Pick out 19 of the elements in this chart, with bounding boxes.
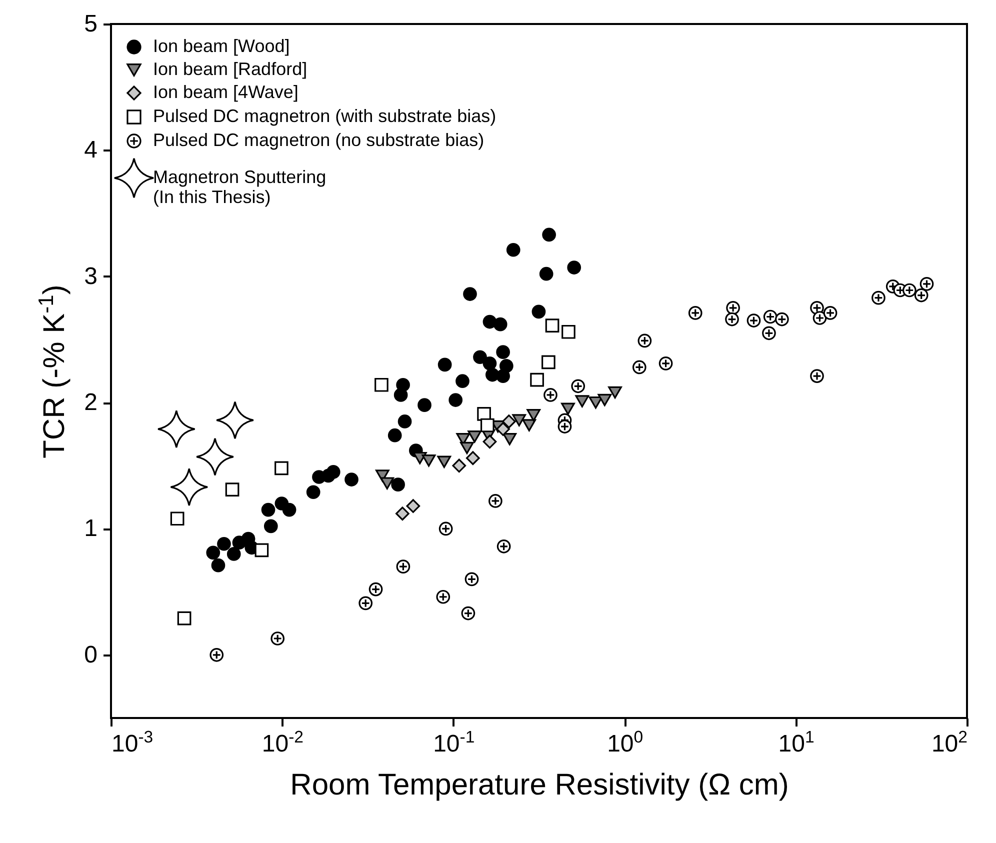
x-tick-label: 10$^{2}$ — [931, 727, 968, 758]
y-tick-label: 3 — [84, 262, 98, 290]
x-tick-label: 10$^{1}$ — [778, 727, 814, 758]
y-tick-label: 2 — [84, 389, 98, 416]
legend-label: Ion beam [Radford] — [153, 59, 308, 79]
legend-label: Ion beam [4Wave] — [153, 82, 298, 102]
y-tick-label: 0 — [84, 641, 98, 668]
x-tick-label: 10$^{0}$ — [607, 727, 644, 758]
y-tick-label: 4 — [84, 136, 98, 164]
legend-label: Pulsed DC magnetron (no substrate bias) — [153, 130, 484, 150]
x-tick-label: 10$^{-2}$ — [262, 727, 304, 758]
x-tick-label: 10$^{-1}$ — [433, 727, 475, 758]
x-axis-title: Room Temperature Resistivity (Ω cm) — [290, 768, 789, 802]
y-tick-label: 5 — [84, 10, 98, 38]
y-tick-label: 1 — [84, 515, 98, 542]
legend-label: Ion beam [Wood] — [153, 36, 290, 56]
legend-label: Magnetron Sputtering (In this Thesis) — [153, 167, 326, 207]
x-tick-label: 10$^{-3}$ — [112, 727, 154, 758]
legend-label: Pulsed DC magnetron (with substrate bias) — [153, 106, 496, 126]
